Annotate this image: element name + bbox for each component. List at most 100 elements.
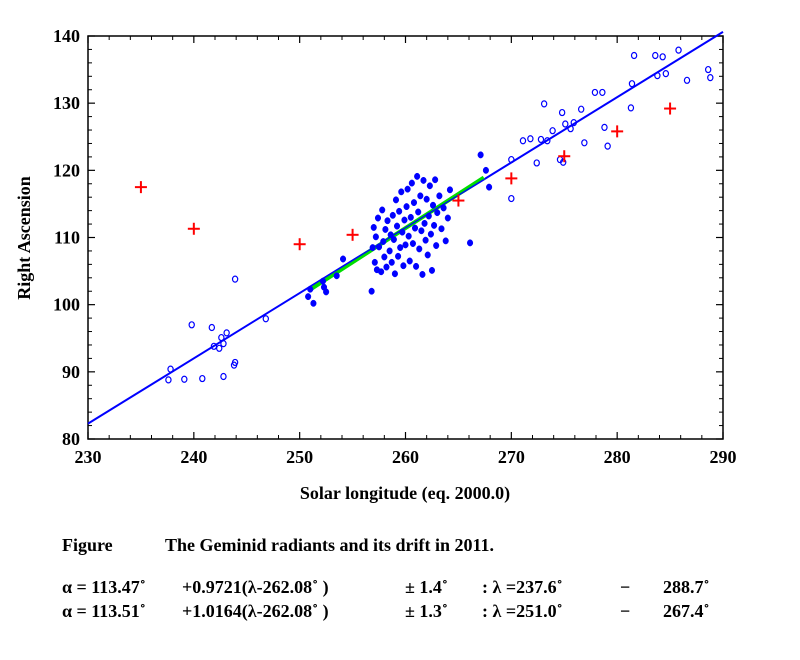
open-radiant-point <box>562 120 569 128</box>
equation-slope: +0.9721(λ-262.08˚ ) <box>182 577 329 597</box>
filled-radiant-point <box>405 232 412 240</box>
y-tick-label: 140 <box>53 26 80 46</box>
figure-title: The Geminid radiants and its drift in 20… <box>165 535 495 555</box>
x-tick-label: 290 <box>710 447 737 467</box>
open-radiant-point <box>231 275 239 283</box>
equation-dash: − <box>620 601 631 621</box>
filled-radiant-point <box>482 166 489 174</box>
open-radiant-point <box>508 155 515 164</box>
filled-radiant-point <box>467 239 474 247</box>
filled-radiant-point <box>415 208 422 216</box>
open-radiant-point <box>218 333 225 342</box>
axis-tick-labels: 230 240 250 260 270 280 290 80 90 100 110 120 130 140 <box>53 26 737 467</box>
filled-radiant-point <box>323 288 330 296</box>
y-tick-label: 100 <box>53 295 80 315</box>
open-radiant-point <box>540 100 548 108</box>
open-radiant-point <box>599 88 606 97</box>
open-radiant-point <box>707 74 714 82</box>
y-tick-label: 80 <box>62 429 80 449</box>
cross-point <box>611 125 624 138</box>
filled-radiant-point <box>389 211 396 219</box>
x-axis-title: Solar longitude (eq. 2000.0) <box>300 483 510 504</box>
open-radiant-point <box>165 376 172 384</box>
cross-point <box>664 102 677 115</box>
filled-radiant-point <box>388 258 395 266</box>
filled-radiant-point <box>370 223 377 231</box>
filled-radiant-point <box>419 270 426 278</box>
filled-radiant-point <box>423 195 430 203</box>
filled-radiant-point <box>438 225 445 233</box>
equation-range-end: 288.7˚ <box>663 577 710 597</box>
filled-radiant-point <box>417 192 424 200</box>
plot-frame <box>87 35 724 440</box>
filled-radiant-point <box>414 172 421 180</box>
equation-lhs: α = 113.51˚ <box>62 601 146 621</box>
open-radiant-point <box>601 123 608 131</box>
filled-radiant-point <box>424 251 431 259</box>
cross-point <box>346 228 359 241</box>
open-radiant-point <box>527 135 534 143</box>
filled-radiant-point <box>425 212 432 220</box>
filled-radiant-point <box>436 192 443 200</box>
open-radiant-point <box>652 51 659 60</box>
cross-point <box>505 172 518 185</box>
y-tick-label: 130 <box>53 93 80 113</box>
filled-radiant-point <box>392 196 400 204</box>
filled-radiant-point <box>431 221 438 229</box>
open-radiant-point <box>199 374 206 383</box>
filled-radiant-point <box>404 185 411 193</box>
open-radiant-point <box>533 159 540 167</box>
filled-radiant-point <box>429 201 437 209</box>
equation-slope: +1.0164(λ-262.08˚ ) <box>182 601 329 621</box>
equation-range-end: 267.4˚ <box>663 601 710 621</box>
open-radiant-point <box>216 344 223 352</box>
open-radiant-point <box>630 51 638 60</box>
filled-radiant-point <box>384 217 391 225</box>
y-axis-title: Right Ascension <box>14 176 34 300</box>
open-radiant-point <box>231 358 239 367</box>
filled-radiant-point <box>382 225 389 233</box>
axis-ticks <box>87 35 724 440</box>
open-radiant-point <box>570 119 577 127</box>
filled-radiant-point <box>428 266 436 274</box>
filled-radiant-point <box>409 240 416 247</box>
geminid-radiant-chart: 230 240 250 260 270 280 290 80 90 100 110 120 130 140… <box>14 26 737 504</box>
filled-radiant-point <box>413 262 420 270</box>
open-radiant-point <box>591 88 599 97</box>
open-radiant-point <box>519 137 527 145</box>
open-radiant-point <box>508 194 515 203</box>
filled-radiant-point <box>380 238 387 245</box>
filled-radiant-point <box>406 257 413 265</box>
open-radiant-point <box>654 72 661 80</box>
filled-radiant-point <box>446 186 454 194</box>
x-tick-label: 270 <box>498 447 525 467</box>
filled-radiant-point <box>399 228 406 236</box>
open-radiant-point <box>188 321 195 329</box>
open-radiant-point <box>683 76 691 84</box>
open-radiant-point <box>567 125 574 133</box>
filled-radiant-point <box>340 255 347 263</box>
filled-radiant-point <box>408 179 415 187</box>
equation-lhs: α = 113.47˚ <box>62 577 146 597</box>
open-radiant-point <box>537 135 545 144</box>
data-markers <box>134 46 714 384</box>
filled-radiant-point <box>434 209 441 217</box>
open-radiant-point <box>223 329 230 337</box>
filled-radiant-point <box>426 182 433 190</box>
equation-dash: − <box>620 577 631 597</box>
open-radiant-point <box>604 142 611 150</box>
y-tick-label: 90 <box>62 362 80 382</box>
open-radiant-point <box>627 104 635 112</box>
filled-radiant-point <box>486 183 493 191</box>
filled-radiant-point <box>410 199 418 207</box>
filled-radiant-point <box>432 176 439 184</box>
cross-point <box>558 150 571 163</box>
filled-radiant-point <box>372 233 379 241</box>
filled-radiant-point <box>395 252 402 260</box>
filled-radiant-point <box>374 214 382 222</box>
filled-radiant-point <box>396 207 403 215</box>
equation-error: ± 1.3˚ <box>405 601 448 621</box>
filled-radiant-point <box>307 285 314 293</box>
open-radiant-point <box>659 53 666 61</box>
filled-radiant-point <box>387 231 394 239</box>
